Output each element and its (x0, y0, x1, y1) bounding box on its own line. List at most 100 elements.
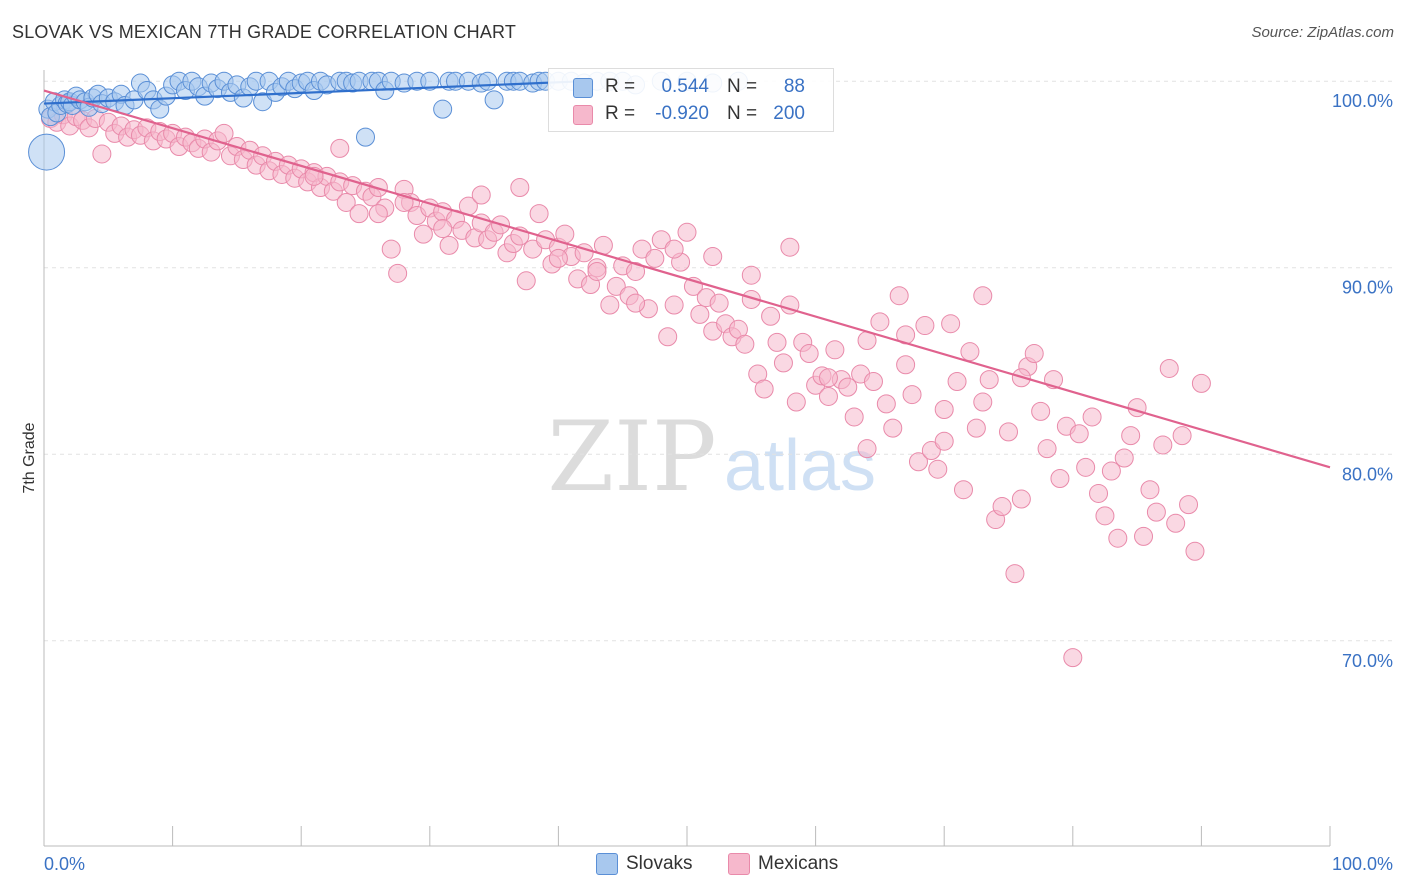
watermark-atlas: atlas (724, 426, 876, 506)
mexican-n-value: 200 (773, 103, 805, 124)
mexican-point (1050, 469, 1070, 489)
mexican-point (1153, 435, 1173, 455)
mexican-point (690, 304, 710, 324)
mexican-point (600, 295, 620, 315)
mexican-point (902, 385, 922, 405)
x-tick-label-max: 100.0% (1332, 854, 1393, 874)
mexican-point (825, 340, 845, 360)
mexican-point (761, 306, 781, 326)
mexican-point (645, 248, 665, 268)
mexican-point (330, 138, 350, 158)
mexican-r-value: -0.920 (655, 103, 709, 124)
slovak-r-value: 0.544 (661, 76, 709, 97)
mexican-point (388, 263, 408, 283)
mexican-point (1114, 448, 1134, 468)
mexican-point (1191, 373, 1211, 393)
mexican-trendline (43, 89, 1331, 469)
mexican-point (934, 431, 954, 451)
mexican-point (1166, 513, 1186, 533)
mexican-point (857, 439, 877, 459)
mexican-point (523, 239, 543, 259)
mexican-point (870, 312, 890, 332)
mexican-point (1108, 528, 1128, 548)
y-axis-title: 7th Grade (21, 422, 38, 493)
mexican-point (767, 332, 787, 352)
mexican-point (1159, 358, 1179, 378)
mexican-point (979, 370, 999, 390)
mexican-point (548, 248, 568, 268)
mexican-point (1101, 461, 1121, 481)
legend-row-slovak: R = 0.544 N = 88 (549, 75, 833, 99)
mexican-point (433, 219, 453, 239)
mexican-point (1031, 401, 1051, 421)
mexican-point (709, 293, 729, 313)
mexican-point (915, 316, 935, 336)
y-tick-label: 70.0% (1342, 651, 1393, 671)
slovak-point (420, 71, 440, 91)
mexican-point (92, 144, 112, 164)
mexican-point (999, 422, 1018, 442)
x-tick-label-min: 0.0% (44, 854, 85, 874)
mexican-point (606, 276, 626, 296)
mexican-point (947, 372, 967, 392)
slovak-point (253, 92, 273, 112)
mexican-point (1011, 489, 1031, 509)
mexican-point (1146, 502, 1166, 522)
mexican-point (1140, 480, 1160, 500)
mexican-point (921, 441, 941, 461)
slovaks-legend-label: Slovaks (626, 853, 693, 874)
slovak-point (356, 127, 375, 147)
mexican-point (1089, 483, 1109, 503)
mexican-point (818, 386, 838, 406)
mexican-point (1082, 407, 1102, 427)
mexican-point (1121, 426, 1141, 446)
mexican-point (741, 265, 761, 285)
mexican-point (883, 418, 903, 438)
mexican-point (1063, 648, 1083, 668)
mexican-point (844, 407, 864, 427)
mexican-point (863, 372, 883, 392)
slovak-point (28, 133, 66, 171)
mexican-point (908, 452, 928, 472)
legend-row-mexican: R = -0.920 N = 200 (549, 102, 833, 126)
mexican-point (953, 480, 973, 500)
mexican-point (471, 185, 491, 205)
mexican-point (934, 400, 954, 419)
mexican-point (632, 239, 652, 259)
mexican-point (1095, 506, 1115, 526)
mexican-point (349, 204, 369, 224)
slovak-n-label: N = (727, 76, 758, 97)
slovak-swatch (573, 78, 593, 98)
mexican-point (587, 261, 607, 281)
mexican-point (1005, 564, 1025, 584)
stats-legend: R = 0.544 N = 88 R = -0.920 N = 200 (548, 68, 834, 132)
mexican-point (896, 355, 916, 375)
slovak-point (433, 99, 453, 119)
mexican-point (1172, 426, 1192, 446)
mexican-point (786, 392, 806, 412)
mexican-point (658, 327, 678, 347)
mexican-point (439, 235, 459, 255)
mexican-point (626, 261, 646, 281)
mexican-point (1127, 398, 1147, 418)
chart-source: Source: ZipAtlas.com (1251, 24, 1394, 41)
mexican-point (973, 286, 993, 306)
mexican-point (1134, 526, 1154, 546)
y-tick-label: 90.0% (1342, 278, 1393, 298)
mexican-point (1185, 541, 1205, 561)
mexican-point (780, 237, 800, 257)
mexicans-legend-swatch (728, 853, 750, 875)
mexican-point (381, 239, 401, 259)
mexican-point (799, 344, 819, 364)
mexican-point (336, 192, 356, 212)
mexican-point (703, 247, 723, 267)
mexican-point (1037, 439, 1057, 459)
mexican-point (818, 368, 838, 388)
mexican-point (1179, 495, 1199, 515)
mexican-point (889, 286, 909, 306)
mexican-point (626, 293, 646, 313)
mexicans-legend-label: Mexicans (758, 853, 839, 874)
mexican-point (1069, 424, 1089, 444)
watermark-zip: ZIP (547, 401, 716, 513)
